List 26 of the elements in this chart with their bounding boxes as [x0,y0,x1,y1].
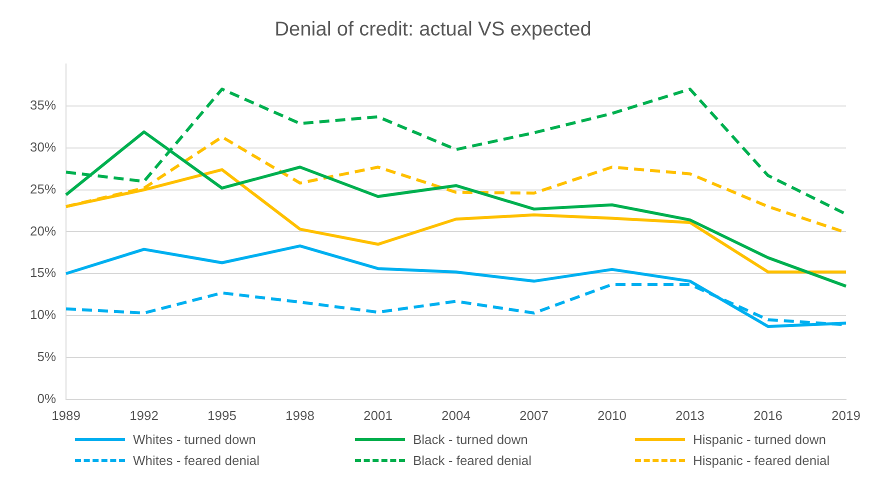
legend-label: Black - turned down [413,432,528,447]
y-tick-label: 35% [30,98,56,113]
legend-label: Hispanic - feared denial [693,453,830,468]
y-tick-label: 25% [30,181,56,196]
x-tick-label: 2007 [520,408,548,423]
legend-label: Whites - turned down [133,432,256,447]
y-tick-label: 30% [30,139,56,154]
y-tick-label: 10% [30,307,56,322]
x-tick-label: 2001 [364,408,392,423]
y-tick-label: 5% [37,349,56,364]
x-tick-label: 1992 [130,408,158,423]
legend-label: Hispanic - turned down [693,432,826,447]
x-tick-label: 1989 [52,408,80,423]
x-tick-label: 2004 [442,408,470,423]
y-tick-label: 0% [37,390,56,406]
x-tick-label: 2013 [676,408,704,423]
legend-label: Black - feared denial [413,453,532,468]
x-tick-label: 1998 [286,408,314,423]
x-tick-label: 2016 [754,408,782,423]
x-tick-label: 2010 [598,408,626,423]
y-tick-label: 15% [30,265,56,280]
legend-label: Whites - feared denial [133,453,260,468]
y-tick-label: 20% [30,223,56,238]
x-tick-label: 1995 [208,408,236,423]
chart-title: Denial of credit: actual VS expected [274,18,592,41]
x-tick-label: 2019 [832,408,860,423]
